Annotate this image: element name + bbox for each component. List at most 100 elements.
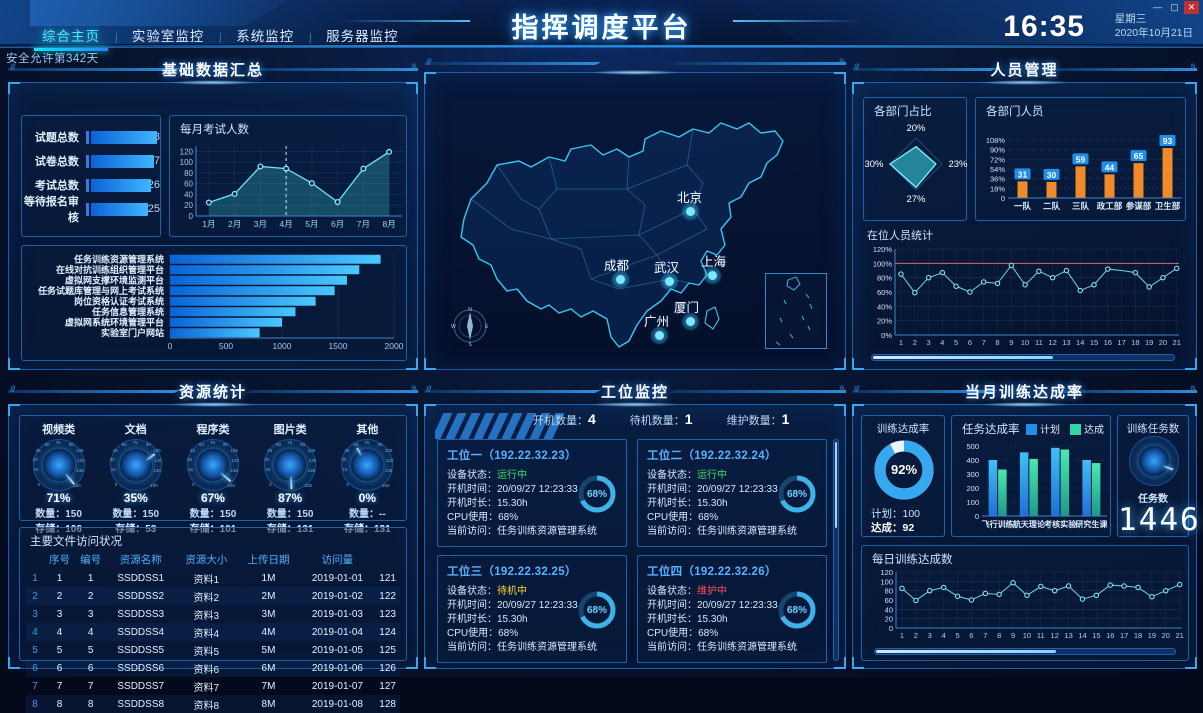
svg-text:27%: 27%	[906, 194, 926, 205]
kv-item: 考试总数 26	[22, 173, 160, 197]
tab-系统监控[interactable]: 系统监控	[236, 29, 295, 44]
station-title: 工位四（192.22.32.26）	[647, 566, 777, 578]
svg-text:4: 4	[940, 338, 944, 347]
station-card-4[interactable]: 工位四（192.22.32.26） 设备状态：维护中 开机时间：20/09/27 1…	[637, 555, 827, 663]
gauge-count: 数量：150	[112, 509, 160, 520]
svg-text:N: N	[468, 307, 472, 313]
panel-resource: /// \\\ 资源统计 视频类 0 15 30 45 60 75 90 105 120 135 15…	[8, 378, 418, 713]
kv-bar	[90, 130, 157, 144]
legend-item-plan: 计划	[1026, 421, 1060, 436]
station-card-3[interactable]: 工位三（192.22.32.25） 设备状态：待机中 开机时间：20/09/27 1…	[437, 555, 627, 663]
gauge-count: 数量：150	[266, 509, 314, 520]
gauge-ticks: 0 15 30 45 60 75 90 105 120 135 150	[109, 440, 162, 488]
svg-text:3月: 3月	[254, 219, 267, 229]
svg-text:13: 13	[1064, 631, 1072, 640]
svg-text:11: 11	[1035, 338, 1043, 347]
svg-text:60%: 60%	[877, 288, 892, 297]
table-cell: 8M	[237, 695, 300, 713]
kv-item: 等待报名审核 25	[22, 196, 160, 224]
svg-text:500: 500	[966, 442, 979, 451]
gauge-dial	[109, 439, 162, 491]
file-access-table-wrap[interactable]: 序号 编号 资源名称 资源大小 上传日期 访问量 1 1 1 SSDDSS1 资料1 1M 2019-…	[26, 550, 400, 713]
table-col-资源名称: 资源名称	[119, 554, 162, 566]
tab-实验室监控[interactable]: 实验室监控	[131, 29, 205, 44]
map-city-dot-wuhan[interactable]	[665, 277, 674, 286]
svg-text:300: 300	[966, 470, 979, 479]
svg-text:54%: 54%	[990, 165, 1005, 174]
onsite-scrollbar[interactable]	[871, 354, 1175, 361]
table-cell: 6	[44, 659, 76, 677]
map-city-label-wuhan: 武汉	[654, 261, 680, 275]
station-boot-time: 开机时间：20/09/27 12:23:33	[447, 484, 578, 495]
table-cell: 7	[56, 680, 63, 692]
kv-bar	[90, 202, 148, 216]
svg-text:36%: 36%	[990, 175, 1005, 184]
clock-weekday: 星期三	[1114, 13, 1147, 25]
map-city-dot-guangzhou[interactable]	[655, 331, 664, 340]
panel-map-body[interactable]: 北京 上海 武汉 成都 厦门 广州 N	[424, 70, 846, 370]
table-row[interactable]: 6 6 6 SSDDSS6 资料6 6M 2019-01-06 126	[26, 659, 400, 677]
station-card-1[interactable]: 工位一（192.22.32.23） 设备状态：运行中 开机时间：20/09/27 1…	[437, 439, 627, 547]
station-card-2[interactable]: 工位二（192.22.32.24） 设备状态：运行中 开机时间：20/09/27 1…	[637, 439, 827, 547]
gauge-count: 数量：150	[35, 509, 82, 520]
count-maint-value: 1	[781, 411, 790, 427]
map-city-dot-xiamen[interactable]	[686, 317, 695, 326]
svg-text:20: 20	[1162, 631, 1170, 640]
table-cell: 5	[87, 644, 94, 656]
table-row[interactable]: 4 4 4 SSDDSS4 资料4 4M 2019-01-04 124	[26, 623, 400, 641]
map-city-dot-chengdu[interactable]	[616, 275, 625, 284]
table-row[interactable]: 7 7 7 SSDDSS7 资料7 7M 2019-01-07 127	[26, 677, 400, 695]
station-scrollbar[interactable]	[833, 439, 839, 661]
training-task-box: 训练任务数 任务数 1446	[1117, 415, 1199, 538]
row-index: 7	[32, 680, 38, 692]
panel-basic-title: 基础数据汇总	[161, 61, 264, 79]
svg-text:6月: 6月	[331, 219, 344, 229]
table-cell: 3M	[261, 608, 276, 620]
resource-gauge-3: 程序类015304560759010512013515067%数量：150存储：…	[176, 421, 250, 535]
decor-ticks-left: ///	[426, 384, 431, 394]
svg-text:S: S	[468, 342, 472, 347]
station-boot-time: 开机时间：20/09/27 12:23:33	[647, 484, 778, 495]
table-body: 1 1 1 SSDDSS1 资料1 1M 2019-01-01 121 2 2 2 SSDDSS2 资料…	[26, 569, 400, 713]
svg-text:0: 0	[189, 212, 194, 221]
table-row[interactable]: 2 2 2 SSDDSS2 资料2 2M 2019-01-02 122	[26, 587, 400, 605]
table-row[interactable]: 5 5 5 SSDDSS5 资料5 5M 2019-01-05 125	[26, 641, 400, 659]
svg-text:100: 100	[180, 158, 194, 167]
gauge-dial	[32, 439, 85, 491]
svg-text:0: 0	[889, 624, 893, 633]
station-cpu: CPU使用：68%	[647, 512, 719, 523]
daily-scrollbar[interactable]	[874, 648, 1176, 655]
kv-value: 25	[147, 203, 160, 215]
table-cell: 4	[75, 623, 107, 641]
training-donut-box: 训练达成率 92% 计划：100 达成：92	[861, 415, 945, 537]
table-row[interactable]: 8 8 8 SSDDSS8 资料8 8M 2019-01-08 128	[26, 695, 400, 713]
map-city-dot-shanghai[interactable]	[708, 271, 717, 280]
close-icon[interactable]: ✕	[1184, 1, 1199, 14]
svg-text:17: 17	[1120, 631, 1128, 640]
table-col-blank	[26, 550, 44, 569]
map-city-dot-beijing[interactable]	[686, 207, 695, 216]
kv-item: 试题总数 28	[22, 125, 160, 149]
tab-综合主页[interactable]: 综合主页	[28, 25, 114, 51]
svg-text:108%: 108%	[986, 136, 1006, 145]
station-status: 设备状态：待机中	[447, 586, 527, 597]
row-index: 4	[26, 623, 44, 641]
station-current-visit: 当前访问：任务训练资源管理系统	[647, 642, 797, 653]
row-index: 1	[32, 572, 38, 584]
tab-服务器监控[interactable]: 服务器监控	[326, 29, 399, 44]
svg-text:二队: 二队	[1043, 201, 1061, 211]
svg-text:100: 100	[880, 577, 893, 586]
map-city-label-beijing: 北京	[677, 191, 703, 205]
table-row[interactable]: 1 1 1 SSDDSS1 资料1 1M 2019-01-01 121	[26, 569, 400, 587]
china-map[interactable]: 北京 上海 武汉 成都 厦门 广州 N	[431, 79, 839, 363]
svg-text:1000: 1000	[273, 341, 292, 351]
table-cell: 资料3	[193, 610, 220, 622]
minimize-icon[interactable]: —	[1153, 2, 1162, 12]
station-boot-length: 开机时长：15.30h	[447, 498, 528, 509]
maximize-icon[interactable]: ▢	[1170, 2, 1179, 12]
table-row[interactable]: 3 3 3 SSDDSS3 资料3 3M 2019-01-03 123	[26, 605, 400, 623]
chart-system-usage-svg: 0 500 1000 1500 2000 任务训练资源管理系统在线对抗训练组织管理平台虚拟…	[37, 253, 404, 351]
table-cell: SSDDSS6	[106, 659, 176, 677]
chart-daily-training: 每日训练达成数 0 20 40 60 80 100 120 1 2 3 4 5 6 7 8 9 10 11 12 13…	[861, 545, 1189, 661]
